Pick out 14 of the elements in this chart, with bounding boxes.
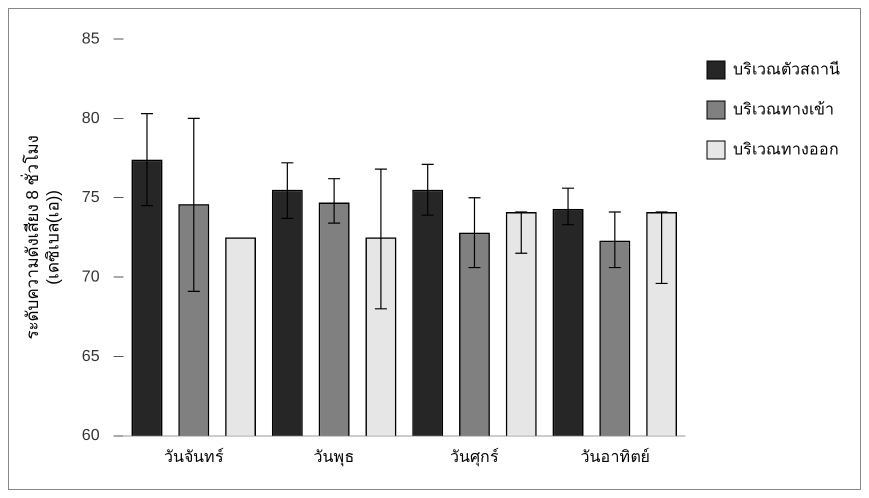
x-tick-label: วันพุธ <box>314 448 355 467</box>
y-tick-label: 65 <box>82 348 100 365</box>
y-axis-title: ระดับความดังเสียง 8 ชั่วโมง (เดซิเบล(เอ)) <box>20 135 62 340</box>
x-tick-label: วันจันทร์ <box>164 446 224 466</box>
y-tick-label: 75 <box>82 189 100 206</box>
legend-label: บริเวณทางออก <box>733 141 839 158</box>
y-tick-label: 80 <box>82 110 100 127</box>
x-tick-label: วันศุกร์ <box>450 446 499 467</box>
y-tick-label: 60 <box>82 427 100 444</box>
legend-label: บริเวณทางเข้า <box>733 100 834 118</box>
y-tick-label: 70 <box>82 268 100 286</box>
legend-label: บริเวณตัวสถานี <box>733 60 840 78</box>
x-tick-label: วันอาทิตย์ <box>580 446 650 466</box>
y-tick-label: 85 <box>82 30 100 48</box>
